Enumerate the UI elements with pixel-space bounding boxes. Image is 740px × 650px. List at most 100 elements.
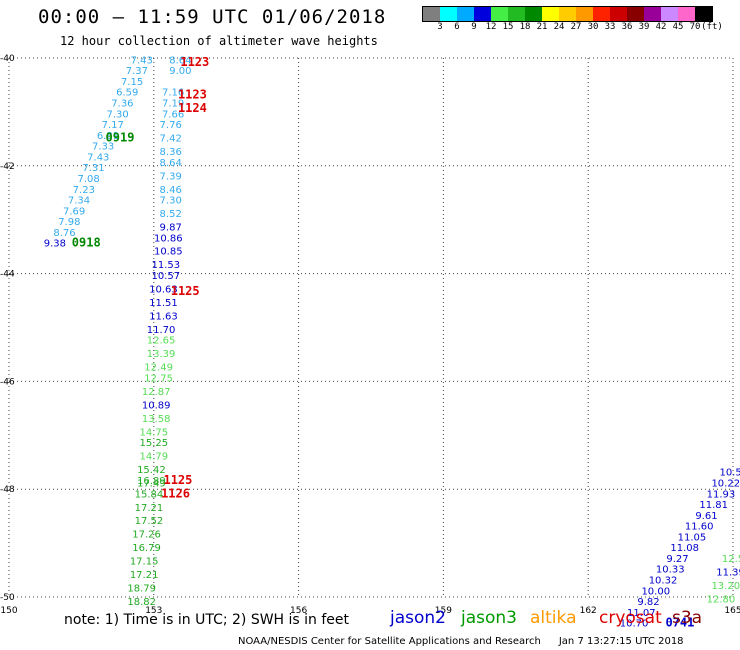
- wave-height-label: 14.75: [139, 427, 168, 438]
- y-tick-label: -40: [0, 54, 15, 64]
- wave-height-label: 12.75: [144, 373, 173, 384]
- x-tick-label: 159: [435, 606, 452, 616]
- legend-cryosat: cryosat: [599, 608, 662, 628]
- wave-height-label: 10.63: [149, 284, 178, 295]
- color-swatch: [661, 7, 678, 21]
- color-swatch: [457, 7, 474, 21]
- credit-organization: NOAA/NESDIS Center for Satellite Applica…: [238, 636, 541, 647]
- wave-height-label: 10.33: [656, 565, 685, 576]
- wave-height-label: 7.98: [58, 217, 80, 228]
- chart-title: 00:00 – 11:59 UTC 01/06/2018: [38, 6, 387, 28]
- wave-height-label: 8.64: [160, 158, 182, 169]
- color-scale-label: 21: [536, 22, 548, 32]
- chart-subtitle: 12 hour collection of altimeter wave hei…: [60, 34, 378, 48]
- color-scale-label: 9: [471, 22, 477, 32]
- wave-height-label: 7.36: [111, 99, 133, 110]
- credit-timestamp: Jan 7 13:27:15 UTC 2018: [558, 636, 684, 647]
- wave-height-label: 16.89: [137, 476, 166, 487]
- y-tick-label: -44: [0, 270, 15, 280]
- color-swatch: [678, 7, 695, 21]
- wave-height-label: 18.79: [127, 584, 156, 595]
- color-scale-label: 3: [437, 22, 443, 32]
- legend-altika: altika: [530, 608, 577, 628]
- color-swatch: [593, 7, 610, 21]
- wave-height-label: 13.20: [711, 581, 740, 592]
- color-swatch: [627, 7, 644, 21]
- color-swatch: [644, 7, 661, 21]
- wave-height-label: 11.60: [685, 522, 714, 533]
- color-scale-label: 45: [672, 22, 684, 32]
- wave-height-label: 7.31: [82, 163, 104, 174]
- wave-height-label: 12.49: [144, 363, 173, 374]
- wave-height-label: 10.70: [620, 619, 649, 630]
- wave-height-label: 10.32: [649, 576, 678, 587]
- wave-height-label: 11.63: [149, 311, 178, 322]
- wave-height-label: 7.66: [162, 109, 184, 120]
- wave-height-label: 9.82: [637, 597, 659, 608]
- wave-height-label: 11.93: [707, 489, 736, 500]
- wave-height-label: 7.16: [162, 88, 184, 99]
- wave-height-label: 10.57: [152, 271, 181, 282]
- wave-height-label: 7.08: [78, 174, 100, 185]
- color-swatch: [695, 7, 712, 21]
- x-tick-label: 150: [0, 606, 17, 616]
- wave-height-label: 7.34: [68, 196, 90, 207]
- wave-height-label: 7.37: [126, 66, 148, 77]
- color-swatch: [576, 7, 593, 21]
- color-swatch: [474, 7, 491, 21]
- wave-height-label: 7.30: [106, 109, 128, 120]
- wave-height-label: 17.52: [135, 516, 164, 527]
- wave-height-label: 10.22: [711, 479, 740, 490]
- y-tick-label: -42: [0, 162, 15, 172]
- wave-height-label: 17.21: [135, 503, 164, 514]
- color-scale-label: 27: [570, 22, 582, 32]
- wave-height-label: 11.51: [149, 298, 178, 309]
- legend-jason2: jason2: [390, 608, 446, 628]
- wave-height-label: 11.70: [147, 325, 176, 336]
- wave-height-label: 7.42: [160, 134, 182, 145]
- wave-height-label: 8.36: [160, 147, 182, 158]
- color-scale-label: 6: [454, 22, 460, 32]
- wave-height-label: 7.69: [63, 206, 85, 217]
- wave-height-label: 9.38: [44, 239, 66, 250]
- color-swatch: [559, 7, 576, 21]
- color-scale-label: 24: [553, 22, 565, 32]
- wave-height-label: 11.39: [716, 567, 740, 578]
- wave-height-label: 10.89: [142, 400, 171, 411]
- wave-height-label: 10.00: [641, 586, 670, 597]
- color-swatch: [508, 7, 525, 21]
- pass-time-label: 1125: [163, 473, 192, 487]
- color-scale-label: 70: [689, 22, 701, 32]
- wave-height-label: 11.81: [699, 500, 728, 511]
- wave-height-label: 7.39: [160, 171, 182, 182]
- pass-time-label: 0741: [665, 616, 694, 630]
- wave-height-label: 7.23: [73, 185, 95, 196]
- x-tick-label: 153: [145, 606, 162, 616]
- wave-height-label: 17.49: [137, 479, 166, 490]
- color-scale-label: 39: [638, 22, 650, 32]
- wave-height-label: 6.59: [116, 88, 138, 99]
- wave-height-label: 12.5: [722, 554, 740, 565]
- wave-height-label: 11.08: [670, 543, 699, 554]
- color-swatch: [610, 7, 627, 21]
- wave-height-label: 15.84: [135, 489, 164, 500]
- wave-height-label: 9.00: [169, 66, 191, 77]
- wave-height-label: 8.52: [160, 209, 182, 220]
- wave-height-label: 11.07: [627, 608, 656, 619]
- x-tick-label: 165: [724, 606, 740, 616]
- wave-height-label: 9.87: [160, 222, 182, 233]
- wave-height-label: 17.26: [132, 530, 161, 541]
- wave-height-label: 7.17: [102, 120, 124, 131]
- wave-height-label: 12.65: [147, 336, 176, 347]
- pass-time-label: 1123: [180, 55, 209, 69]
- legend-jason3: jason3: [461, 608, 517, 628]
- pass-time-label: 1126: [161, 486, 190, 500]
- y-tick-label: -48: [0, 485, 15, 495]
- wave-height-label: 15.25: [139, 438, 168, 449]
- color-scale-label: 36: [621, 22, 633, 32]
- wave-height-label: 6.81: [97, 131, 119, 142]
- wave-height-label: 7.76: [160, 120, 182, 131]
- y-tick-label: -46: [0, 377, 15, 387]
- x-tick-label: 156: [290, 606, 307, 616]
